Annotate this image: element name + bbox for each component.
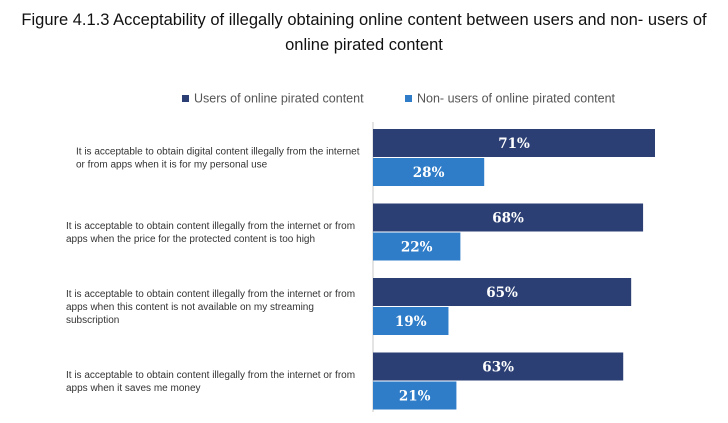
chart-title-line-1: Figure 4.1.3 Acceptability of illegally … bbox=[21, 11, 707, 29]
legend-label-2: Non- users of online pirated content bbox=[417, 92, 616, 106]
category-label-1: It is acceptable to obtain digital conte… bbox=[76, 147, 360, 171]
category-label-2: It is acceptable to obtain content illeg… bbox=[66, 221, 355, 245]
category-label-3-line-3: subscription bbox=[66, 315, 119, 326]
chart-title-line-2: online pirated content bbox=[285, 36, 443, 54]
bar-users-1 bbox=[373, 129, 655, 157]
data-label-users-1: 71% bbox=[498, 136, 530, 152]
data-label-users-2: 68% bbox=[492, 211, 524, 227]
bar-users-2 bbox=[373, 203, 644, 232]
bar-users-4 bbox=[373, 352, 624, 381]
category-label-3-line-2: apps when this content is not available … bbox=[66, 302, 314, 313]
data-label-non-users-2: 22% bbox=[401, 240, 433, 256]
category-label-2-line-2: apps when the price for the protected co… bbox=[66, 234, 315, 245]
category-label-1-line-1: It is acceptable to obtain digital conte… bbox=[76, 147, 360, 158]
data-label-users-3: 65% bbox=[486, 285, 518, 301]
category-label-2-line-1: It is acceptable to obtain content illeg… bbox=[66, 221, 355, 232]
data-label-users-4: 63% bbox=[482, 360, 514, 376]
bar-non-users-3 bbox=[373, 307, 449, 335]
category-label-1-line-2: or from apps when it is for my personal … bbox=[76, 160, 268, 171]
bar-non-users-4 bbox=[373, 381, 457, 410]
category-label-4-line-2: apps when it saves me money bbox=[66, 383, 201, 394]
data-label-non-users-4: 21% bbox=[399, 389, 431, 405]
legend-swatch-1 bbox=[182, 95, 189, 102]
data-label-non-users-1: 28% bbox=[413, 165, 445, 181]
category-label-4-line-1: It is acceptable to obtain content illeg… bbox=[66, 370, 355, 381]
category-label-4: It is acceptable to obtain content illeg… bbox=[66, 370, 355, 394]
category-label-3-line-1: It is acceptable to obtain content illeg… bbox=[66, 289, 355, 300]
bar-users-3 bbox=[373, 278, 632, 306]
legend-swatch-2 bbox=[405, 95, 412, 102]
bar-non-users-1 bbox=[373, 158, 485, 186]
chart-title: Figure 4.1.3 Acceptability of illegally … bbox=[0, 8, 728, 58]
category-label-3: It is acceptable to obtain content illeg… bbox=[66, 289, 355, 326]
bar-non-users-2 bbox=[373, 232, 461, 261]
data-label-non-users-3: 19% bbox=[395, 314, 427, 330]
legend-label-1: Users of online pirated content bbox=[194, 92, 364, 106]
